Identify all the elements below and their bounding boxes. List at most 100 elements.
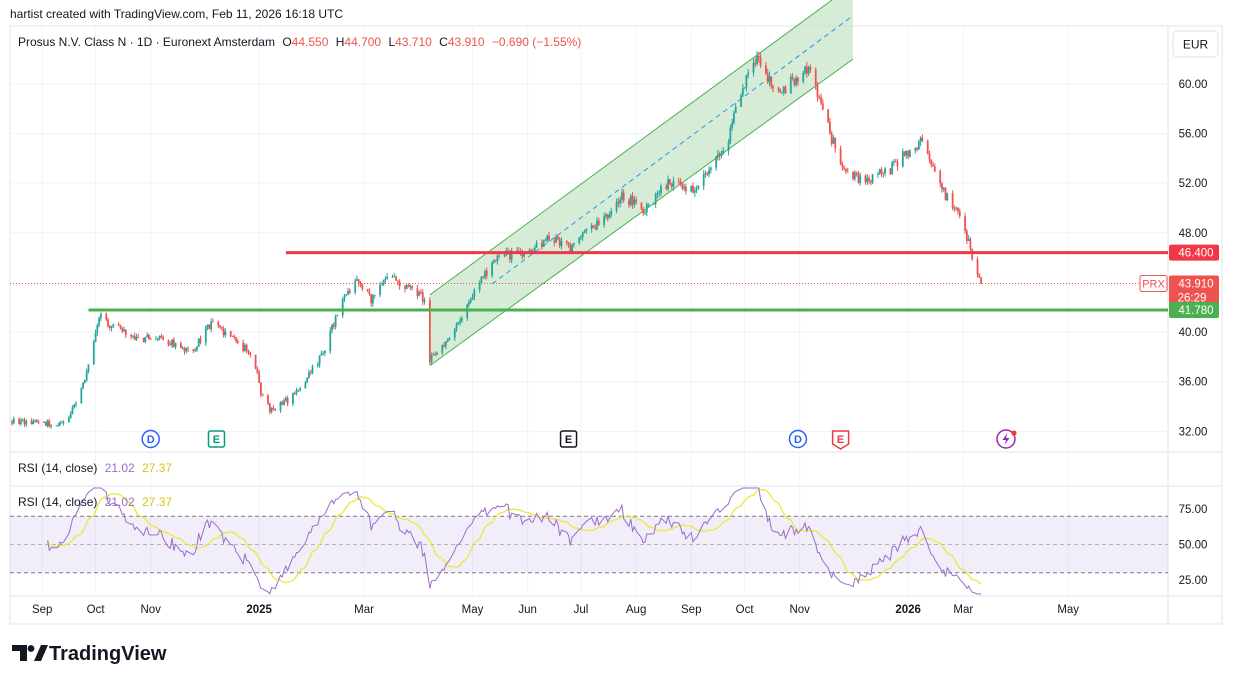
candle-body [658, 192, 661, 194]
dividend-letter: D [794, 434, 802, 446]
candle-body [640, 202, 643, 209]
candle-body [220, 327, 223, 329]
candle-body [693, 190, 696, 193]
candle-body [556, 236, 559, 239]
candle-body [444, 341, 447, 347]
rsi-value-inner: 21.02 [105, 495, 135, 509]
candle-body [459, 320, 461, 323]
candle-body [361, 284, 364, 289]
candle-body [592, 225, 595, 228]
candle-body [590, 225, 593, 230]
candle-body [320, 353, 323, 356]
candle-body [279, 402, 282, 411]
candle-body [784, 86, 787, 94]
candle-body [407, 285, 410, 287]
candle-body [741, 87, 744, 96]
candle-body [560, 240, 563, 246]
time-tick-label: Nov [789, 604, 810, 616]
candle-body [942, 188, 945, 190]
candle-body [617, 201, 620, 204]
candle-body [284, 397, 287, 401]
candle-body [969, 239, 972, 249]
candle-body [84, 380, 86, 383]
candle-body [821, 103, 824, 110]
candle-body [180, 343, 182, 349]
candle-body [978, 274, 981, 278]
time-tick-label: 2026 [895, 604, 921, 616]
price-tick-label: 52.00 [1179, 178, 1208, 190]
earnings-letter: E [565, 434, 572, 446]
candle-body [436, 353, 438, 355]
candle-body [893, 161, 895, 163]
candle-body [82, 382, 85, 388]
candle-body [555, 236, 558, 243]
candle-body [55, 425, 58, 427]
candle-body [469, 299, 472, 303]
candle-body [368, 291, 371, 295]
support-price-tag: 41.780 [1178, 305, 1213, 317]
candle-body [23, 419, 26, 425]
candle-body [814, 69, 817, 86]
candle-body [765, 65, 767, 74]
price-axis[interactable]: 60.00 56.00 52.00 48.00 40.00 36.00 32.00 46.40… [1139, 79, 1219, 439]
candle-body [160, 336, 163, 337]
candle-body [43, 421, 45, 423]
candle-body [423, 300, 426, 302]
candle-body [393, 276, 396, 278]
candle-body [777, 88, 780, 90]
candle-body [62, 422, 65, 424]
candle-body [917, 141, 920, 150]
candle-body [565, 240, 568, 243]
candle-body [702, 174, 705, 187]
candle-body [46, 420, 49, 426]
horizontal-levels[interactable] [10, 251, 1168, 312]
candle-body [244, 345, 246, 352]
candle-body [853, 172, 856, 179]
candle-body [204, 327, 207, 343]
channel-upper-line [429, 0, 833, 296]
current-price-tag-bg [1169, 275, 1219, 305]
time-tick-label: Jul [574, 604, 589, 616]
parallel-channel[interactable] [429, 0, 854, 367]
candle-body [884, 168, 886, 174]
candle-body [304, 382, 307, 389]
candle-body [523, 253, 525, 257]
candle-body [210, 321, 213, 330]
candle-body [660, 185, 662, 193]
candle-body [747, 72, 750, 76]
candle-body [789, 76, 792, 94]
candle-body [754, 63, 757, 64]
candle-body [418, 291, 421, 296]
candle-body [494, 260, 497, 262]
candle-body [297, 389, 300, 391]
candle-body [510, 250, 513, 260]
candle-body [162, 336, 165, 340]
candle-body [96, 324, 99, 333]
candle-body [405, 285, 408, 289]
candle-body [35, 420, 38, 423]
candle-body [359, 283, 362, 285]
candle-body [260, 382, 262, 395]
candle-body [667, 179, 670, 190]
candle-body [316, 364, 319, 367]
candle-body [642, 208, 645, 214]
time-axis[interactable]: Sep Oct Nov 2025 Mar May Jun Jul Aug Sep Oct Nov 202… [32, 604, 1079, 616]
candle-body [933, 166, 936, 172]
candle-body [386, 276, 389, 279]
tradingview-logo[interactable]: TradingView [12, 643, 167, 665]
currency-button[interactable]: EUR [1172, 30, 1219, 58]
candle-body [208, 324, 211, 330]
channel-fill [429, 0, 854, 366]
rsi-tick-label: 25.00 [1179, 575, 1208, 587]
candle-body [448, 337, 451, 341]
candle-body [334, 316, 337, 327]
ohlc-l-key: L [388, 35, 395, 49]
candle-body [980, 277, 982, 284]
candle-body [123, 329, 125, 332]
candle-body [877, 173, 879, 175]
candle-body [706, 173, 709, 175]
candle-body [254, 354, 257, 369]
time-tick-label: Aug [626, 604, 646, 616]
candle-body [827, 109, 830, 122]
candle-body [928, 153, 931, 160]
